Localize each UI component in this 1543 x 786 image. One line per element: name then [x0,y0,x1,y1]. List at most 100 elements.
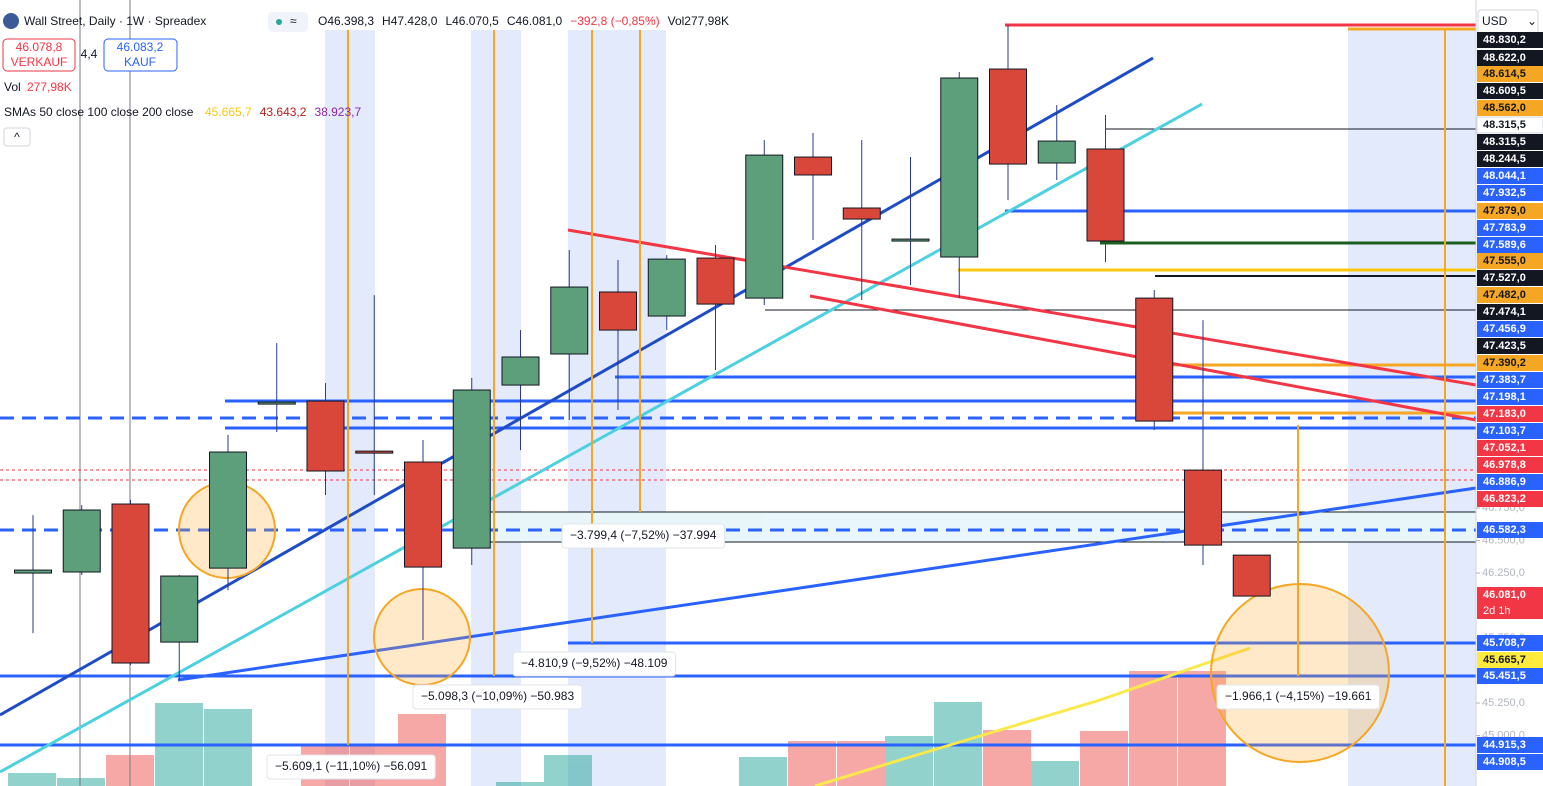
measurement-label: −5.098,3 (−10,09%) −50.983 [421,689,574,703]
candle-body [111,503,150,664]
candle-body [14,569,52,574]
candle-body [842,207,881,220]
price-label-bg [1477,100,1543,116]
price-label: 47.423,5 [1483,340,1526,352]
ohlc-value: H47.428,0 [382,14,438,28]
price-label-bg [1477,355,1543,371]
candle-body [940,77,979,258]
price-label: 47.456,9 [1483,323,1526,335]
price-label-bg [1477,83,1543,99]
currency-label: USD [1482,14,1508,28]
price-label-bg [1477,220,1543,236]
price-label: 46.823,2 [1483,493,1526,505]
price-label-bg [1477,203,1543,219]
price-label: 46.081,0 [1483,589,1526,601]
price-label: 45.665,7 [1483,654,1526,666]
buy-price: 46.083,2 [117,40,164,54]
price-label-bg [1477,652,1543,668]
buy-label: KAUF [124,55,156,69]
price-label-bg [1477,474,1543,490]
candle-body [696,257,735,305]
sma-value: 38.923,7 [314,105,361,119]
price-label: 47.482,0 [1483,289,1526,301]
price-label-bg [1477,372,1543,388]
price-label-bg [1477,754,1543,770]
price-label-bg [1477,287,1543,303]
price-label-bg [1477,440,1543,456]
price-label-bg [1477,321,1543,337]
spread: 4,4 [81,47,98,61]
candles [14,25,1271,681]
candle-body [550,286,589,355]
price-label: 48.830,2 [1483,34,1526,46]
sma-value: 43.643,2 [260,105,307,119]
chart-title: Wall Street, Daily · 1W · Spreadex [24,14,206,28]
price-label-bg [1477,32,1543,48]
candle-body [404,461,442,568]
price-label-bg [1477,587,1543,603]
price-label-bg [1477,134,1543,150]
price-label: 48.614,5 [1483,68,1526,80]
price-label: 47.383,7 [1483,374,1526,386]
volume-label: Vol [4,80,21,94]
ohlc-value: O46.398,3 [318,14,374,28]
ohlc-value: −392,8 (−0,85%) [570,14,659,28]
price-label-bg [1477,635,1543,651]
measurement-box [412,684,583,710]
measurement-label: −5.609,1 (−11,10%) −56.091 [275,759,428,773]
price-label: 47.527,0 [1483,272,1526,284]
price-label: 47.103,7 [1483,425,1526,437]
y-tick-label: 46.250,0 [1482,567,1525,579]
measurement-box [266,754,436,780]
candle-body [794,156,832,176]
buy-button[interactable] [103,38,178,72]
measurement-label: −1.966,1 (−4,15%) −19.661 [1225,689,1372,703]
candle-body [745,154,784,299]
candle-body [62,509,101,573]
price-label: 46.978,8 [1483,459,1526,471]
price-label: 47.183,0 [1483,408,1526,420]
svg-text:^: ^ [14,130,20,144]
price-label: 48.562,0 [1483,102,1526,114]
candle-body [1086,148,1125,242]
candle-body [1232,554,1271,597]
collapse-button[interactable] [3,127,31,147]
price-label-bg [1477,668,1543,684]
candle-body [647,258,686,317]
price-label: 47.932,5 [1483,187,1526,199]
measurement-box [561,523,725,549]
currency: USD ⌄ [1477,9,1539,35]
price-label-bg [1477,151,1543,167]
price-label-bg [1477,457,1543,473]
candle-body [452,389,491,549]
price-label-bg [1477,338,1543,354]
price-label-bg [1477,406,1543,422]
countdown-bg [1477,603,1543,619]
countdown: 2d 1h [1483,605,1511,617]
y-tick-label: 45.250,0 [1482,697,1525,709]
measurement-box [512,651,676,677]
price-label: 47.555,0 [1483,255,1526,267]
measurement-label: −3.799,4 (−7,52%) −37.994 [570,528,717,542]
price-label-bg [1477,491,1543,507]
price-label-bg [1476,116,1543,134]
candle-body [257,401,296,405]
price-label-bg [1477,423,1543,439]
candle-body [209,451,247,569]
price-label: 47.474,1 [1483,306,1526,318]
price-label: 47.390,2 [1483,357,1526,369]
price-label: 44.915,3 [1483,739,1526,751]
price-label: 45.708,7 [1483,637,1526,649]
price-label-bg [1477,66,1543,82]
candle-body [891,238,930,242]
price-label: 48.315,5 [1483,136,1526,148]
price-label-bg [1477,270,1543,286]
price-label-bg [1477,253,1543,269]
price-label: 47.589,6 [1483,239,1526,251]
candle-body [355,450,394,454]
sell-button[interactable] [2,38,76,72]
measurement-box [1216,684,1380,710]
price-label: 44.908,5 [1483,756,1526,768]
measurement-label: −4.810,9 (−9,52%) −48.109 [521,656,668,670]
